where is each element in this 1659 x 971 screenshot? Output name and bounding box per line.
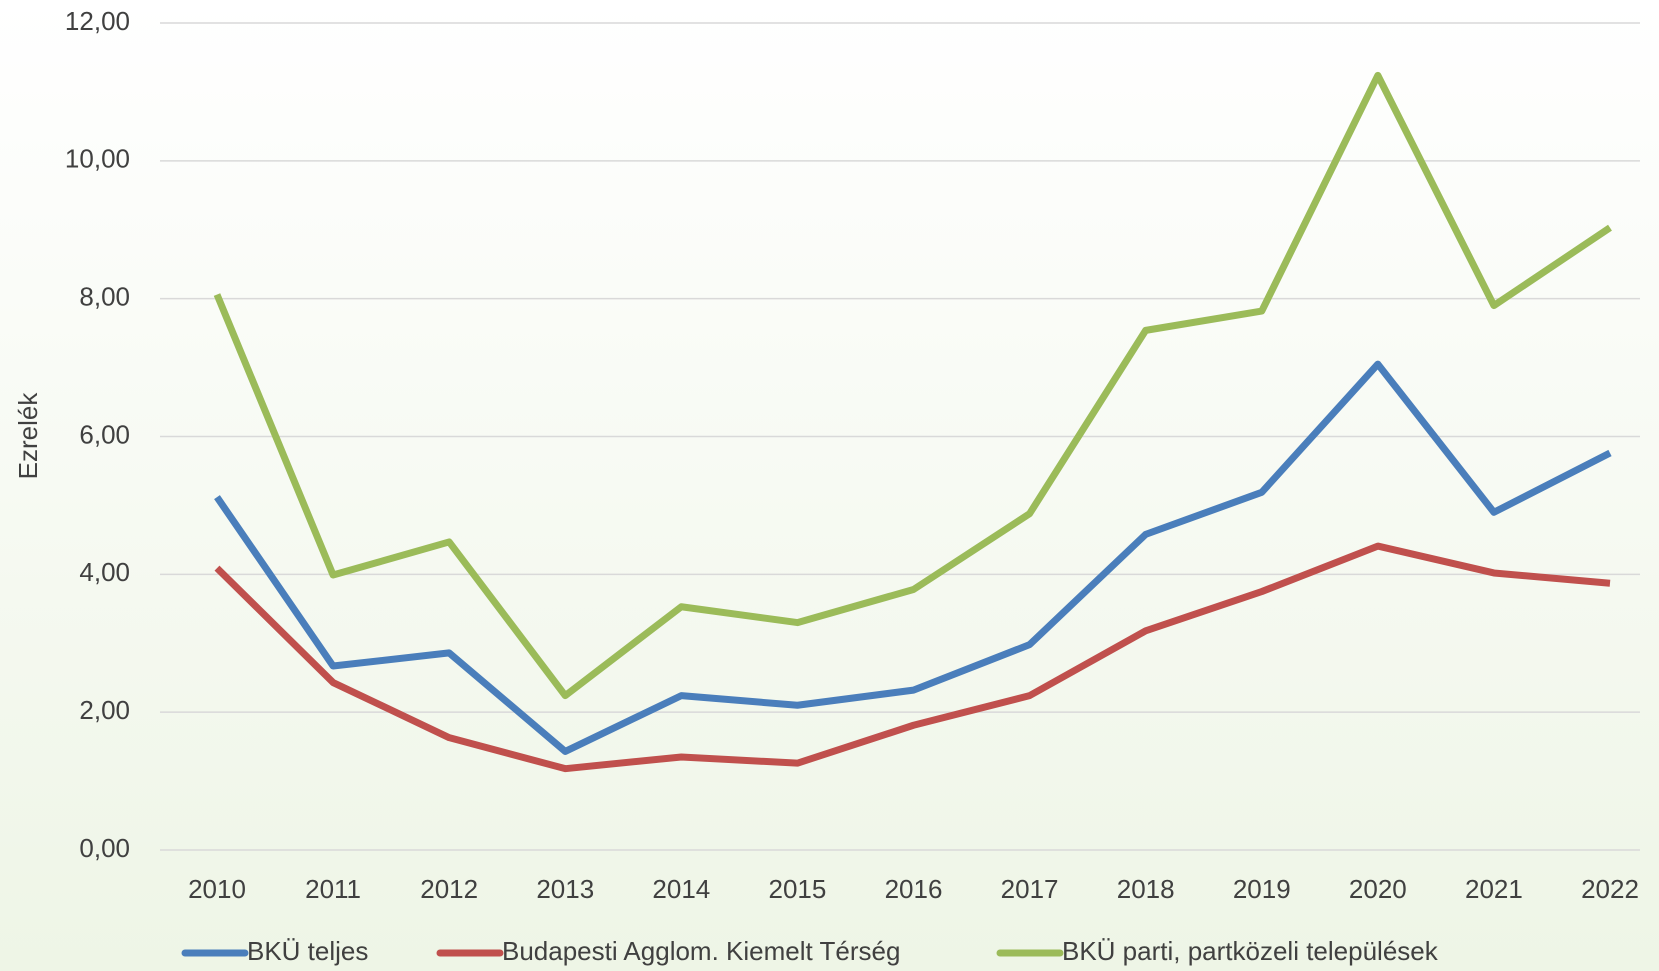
y-tick-label: 2,00	[79, 695, 130, 725]
x-tick-label: 2010	[188, 874, 246, 904]
legend-label: BKÜ parti, partközeli települések	[1062, 936, 1439, 966]
y-tick-label: 4,00	[79, 557, 130, 587]
x-tick-label: 2013	[536, 874, 594, 904]
x-tick-label: 2019	[1233, 874, 1291, 904]
x-tick-label: 2016	[885, 874, 943, 904]
x-tick-label: 2017	[1001, 874, 1059, 904]
x-tick-label: 2021	[1465, 874, 1523, 904]
series-line	[214, 360, 1612, 755]
y-tick-label: 12,00	[65, 6, 130, 36]
series-line	[214, 542, 1611, 773]
legend-label: Budapesti Agglom. Kiemelt Térség	[502, 936, 900, 966]
y-tick-label: 0,00	[79, 833, 130, 863]
x-tick-label: 2018	[1117, 874, 1175, 904]
x-tick-label: 2020	[1349, 874, 1407, 904]
y-tick-label: 10,00	[65, 144, 130, 174]
x-tick-label: 2022	[1581, 874, 1639, 904]
x-tick-label: 2014	[652, 874, 710, 904]
series-line	[213, 71, 1612, 700]
x-tick-label: 2015	[768, 874, 826, 904]
x-tick-label: 2012	[420, 874, 478, 904]
y-axis-label: Ezrelék	[13, 392, 43, 480]
y-tick-label: 8,00	[79, 282, 130, 312]
legend-label: BKÜ teljes	[247, 936, 368, 966]
y-tick-label: 6,00	[79, 419, 130, 449]
x-tick-label: 2011	[305, 874, 361, 904]
